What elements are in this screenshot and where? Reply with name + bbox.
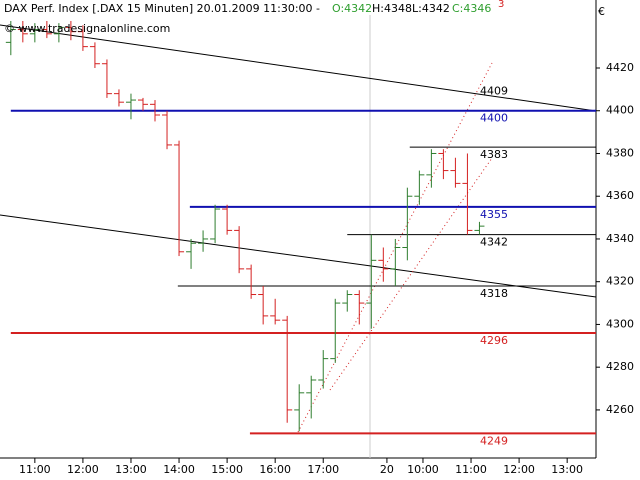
x-tick-label: 13:00 xyxy=(551,463,583,476)
trend-line xyxy=(0,24,597,112)
badge: 3 xyxy=(498,0,504,10)
level-label: 4249 xyxy=(480,434,508,447)
trendline-label: 4409 xyxy=(480,85,508,98)
x-tick-label: 12:00 xyxy=(503,463,535,476)
close-readout: C:4346 xyxy=(452,2,491,15)
y-tick-label: 4260 xyxy=(606,403,634,416)
y-tick-label: 4420 xyxy=(606,61,634,74)
y-tick-label: 4400 xyxy=(606,104,634,117)
level-label: 4400 xyxy=(480,112,508,125)
level-label: 4296 xyxy=(480,334,508,347)
x-tick-label: 11:00 xyxy=(19,463,51,476)
y-tick-label: 4280 xyxy=(606,360,634,373)
level-label: 4318 xyxy=(480,287,508,300)
y-tick-label: 4320 xyxy=(606,275,634,288)
x-tick-label: 20 xyxy=(380,463,394,476)
y-tick-label: 4300 xyxy=(606,317,634,330)
x-tick-label: 16:00 xyxy=(259,463,291,476)
x-tick-label: 14:00 xyxy=(163,463,195,476)
y-tick-label: 4340 xyxy=(606,232,634,245)
x-tick-label: 15:00 xyxy=(211,463,243,476)
x-tick-label: 13:00 xyxy=(115,463,147,476)
watermark: © www.tradesignalonline.com xyxy=(4,22,170,35)
level-label: 4342 xyxy=(480,236,508,249)
trend-line xyxy=(0,214,597,298)
level-label: 4355 xyxy=(480,208,508,221)
level-label: 4383 xyxy=(480,148,508,161)
y-tick-label: 4380 xyxy=(606,146,634,159)
x-tick-label: 11:00 xyxy=(455,463,487,476)
x-tick-label: 12:00 xyxy=(67,463,99,476)
open-readout: O:4342 xyxy=(332,2,372,15)
x-tick-label: 17:00 xyxy=(307,463,339,476)
header-title: DAX Perf. Index [.DAX 15 Minuten] 20.01.… xyxy=(4,2,320,15)
currency: € xyxy=(598,5,605,18)
high-readout: H:4348 xyxy=(372,2,412,15)
low-readout: L:4342 xyxy=(412,2,450,15)
x-tick-label: 10:00 xyxy=(407,463,439,476)
y-tick-label: 4360 xyxy=(606,189,634,202)
